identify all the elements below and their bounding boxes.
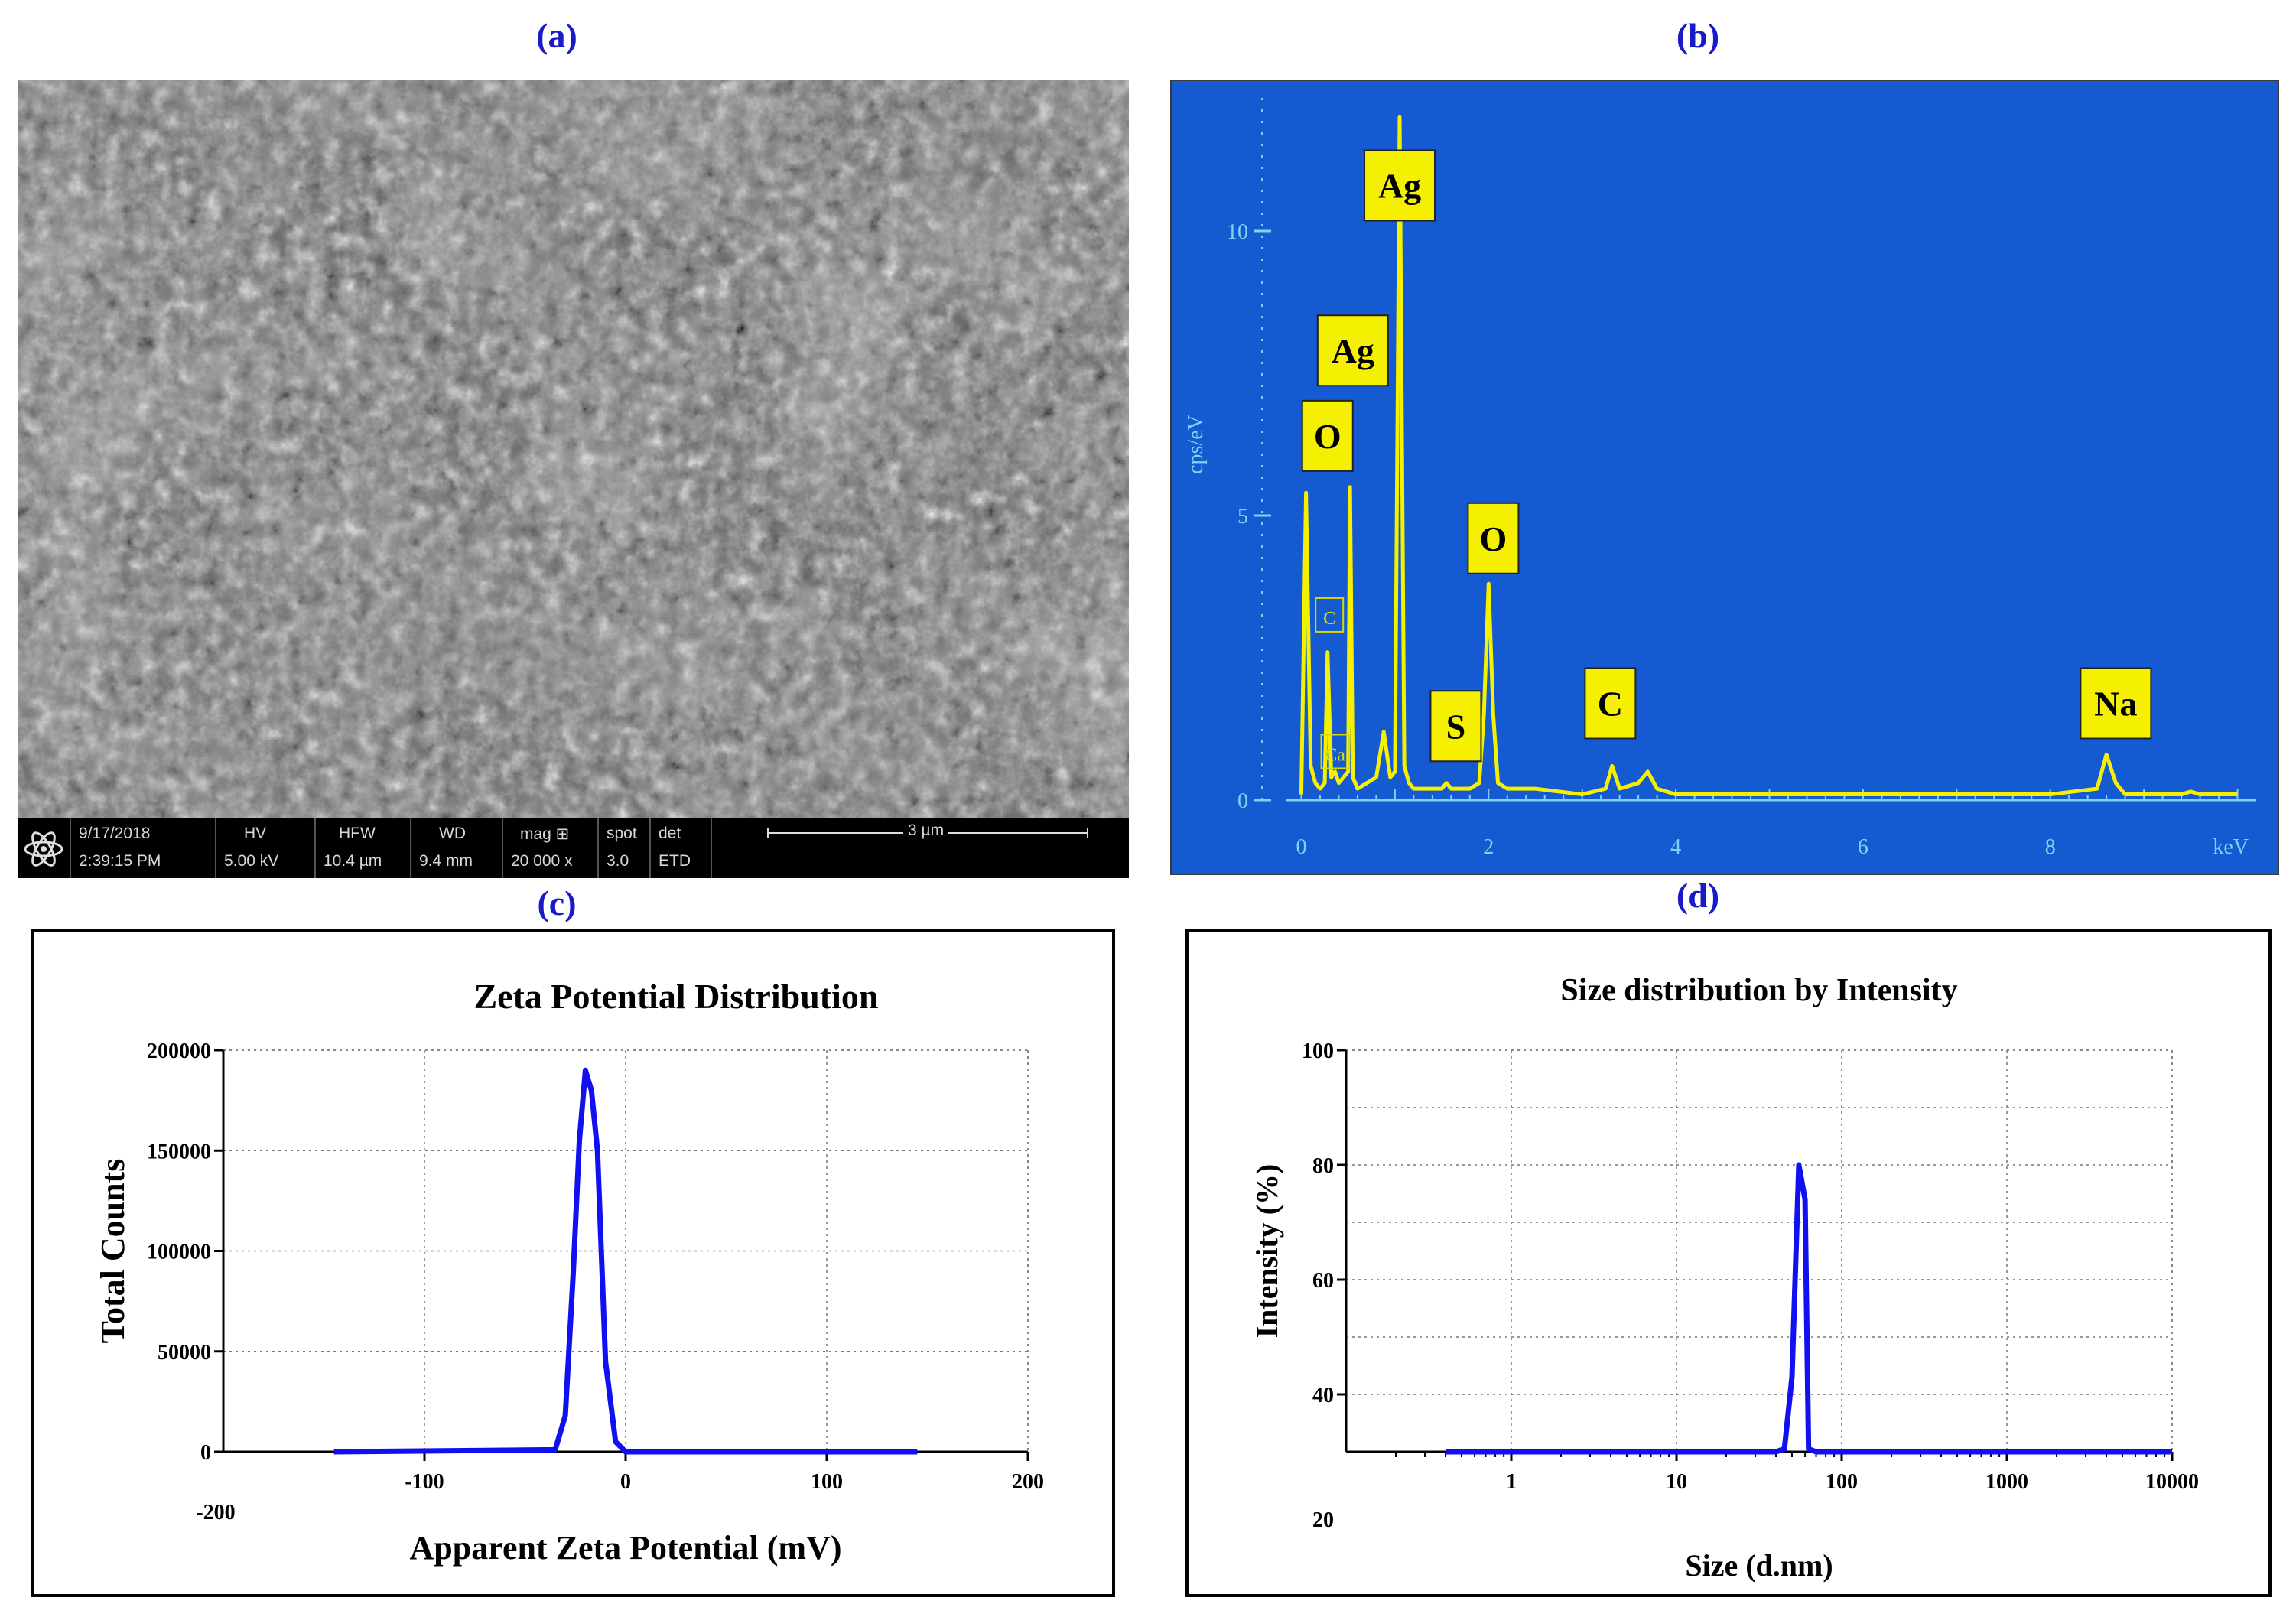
sem-hfw: HFW 10.4 µm bbox=[314, 818, 410, 878]
x-tick-label: -100 bbox=[405, 1470, 444, 1494]
x-tick-label: 0 bbox=[1296, 835, 1306, 859]
panel-label-b: (b) bbox=[1676, 16, 1720, 55]
sem-texture bbox=[18, 80, 1129, 878]
x-tick-label: 10 bbox=[1666, 1470, 1687, 1494]
peak-label: O bbox=[1314, 417, 1342, 456]
y-tick-label: 10 bbox=[1227, 220, 1248, 244]
sem-scalebar: 3 µm bbox=[711, 818, 1129, 878]
scale-label: 3 µm bbox=[903, 822, 949, 840]
x-tick-label: 100 bbox=[1826, 1470, 1858, 1494]
sem-mag: mag ⊞ 20 000 x bbox=[502, 818, 597, 878]
chart-title: Zeta Potential Distribution bbox=[474, 977, 879, 1016]
peak-label-box bbox=[1301, 399, 1354, 472]
y-tick-label: 150000 bbox=[147, 1140, 211, 1163]
peak-label: C bbox=[1598, 685, 1623, 724]
panel-label-c: (c) bbox=[537, 883, 577, 922]
x-tick-label: 0 bbox=[620, 1470, 631, 1494]
peak-label: S bbox=[1446, 707, 1466, 746]
peak-label: O bbox=[1480, 519, 1507, 558]
size-distribution-chart: Size distribution by Intensity 40 60 80 100 1… bbox=[1250, 973, 2199, 1583]
spectrum-line bbox=[1299, 115, 2238, 797]
y-tick-label-extra: 20 bbox=[1312, 1508, 1334, 1532]
chart-title: Size distribution by Intensity bbox=[1560, 973, 1957, 1008]
atom-icon bbox=[24, 831, 63, 867]
y-axis-label: Total Counts bbox=[94, 1159, 132, 1344]
minor-peak-label: Ca bbox=[1325, 745, 1345, 765]
y-tick-label: 100 bbox=[1302, 1040, 1334, 1063]
zeta-potential-chart: Zeta Potential Distribution 0 50000 100000 1… bbox=[94, 977, 1044, 1567]
peak-label-box bbox=[2080, 667, 2152, 740]
eds-spectrum-chart: 0 5 10 0 2 4 6 8 keV cps/eV Ag Ag O O S C Na C Ca bbox=[1172, 81, 2278, 874]
minor-peak-box bbox=[1320, 734, 1350, 769]
peak-label-box bbox=[1429, 690, 1482, 763]
x-axis-label: Apparent Zeta Potential (mV) bbox=[410, 1529, 842, 1567]
peak-label-box bbox=[1584, 667, 1637, 740]
sem-det: det ETD bbox=[649, 818, 711, 878]
y-tick-label: 80 bbox=[1312, 1154, 1334, 1178]
sem-logo bbox=[18, 818, 70, 878]
sem-hv: HV 5.00 kV bbox=[215, 818, 314, 878]
y-axis-label: cps/eV bbox=[1184, 415, 1208, 474]
plot-background bbox=[1172, 81, 2278, 874]
sem-wd: WD 9.4 mm bbox=[410, 818, 502, 878]
y-tick-label: 0 bbox=[200, 1441, 211, 1465]
panel-label-d: (d) bbox=[1676, 876, 1720, 915]
panel-label-a: (a) bbox=[536, 16, 577, 55]
x-tick-label: 1 bbox=[1506, 1470, 1517, 1494]
x-axis-label: Size (d.nm) bbox=[1685, 1548, 1833, 1583]
x-tick-label: 100 bbox=[811, 1470, 843, 1494]
sem-info-bar: 9/17/2018 2:39:15 PM HV 5.00 kV HFW 10.4… bbox=[18, 818, 1129, 878]
y-tick-label: 200000 bbox=[147, 1040, 211, 1063]
y-tick-label: 5 bbox=[1237, 505, 1248, 529]
y-tick-label: 100000 bbox=[147, 1241, 211, 1264]
sem-datetime: 9/17/2018 2:39:15 PM bbox=[70, 818, 215, 878]
peak-label: Ag bbox=[1378, 166, 1421, 205]
series-line bbox=[333, 1067, 918, 1455]
y-axis-label: Intensity (%) bbox=[1250, 1164, 1284, 1339]
minor-peak-label: C bbox=[1323, 609, 1335, 629]
peak-label-box bbox=[1364, 149, 1436, 222]
size-distribution-panel: Size distribution by Intensity 40 60 80 100 1… bbox=[1185, 929, 2272, 1597]
x-tick-label: 4 bbox=[1670, 835, 1681, 859]
minor-peak-box bbox=[1315, 597, 1345, 633]
x-tick-label: 2 bbox=[1483, 835, 1494, 859]
sem-micrograph bbox=[18, 80, 1129, 878]
x-tick-label: 8 bbox=[2045, 835, 2056, 859]
peak-label: Na bbox=[2094, 685, 2137, 724]
x-tick-label: 10000 bbox=[2145, 1470, 2199, 1494]
x-tick-label-extra: -200 bbox=[196, 1501, 235, 1524]
x-tick-label: 1000 bbox=[1985, 1470, 2028, 1494]
y-tick-label: 0 bbox=[1237, 789, 1248, 813]
y-tick-label: 60 bbox=[1312, 1269, 1334, 1293]
series-line bbox=[1446, 1162, 2172, 1455]
peak-label: Ag bbox=[1332, 331, 1374, 370]
eds-spectrum-panel: 0 5 10 0 2 4 6 8 keV cps/eV Ag Ag O O S C Na C Ca bbox=[1170, 80, 2279, 875]
x-tick-label: 200 bbox=[1012, 1470, 1044, 1494]
peak-label-box bbox=[1316, 314, 1389, 387]
zeta-potential-panel: Zeta Potential Distribution 0 50000 100000 1… bbox=[31, 929, 1115, 1597]
x-tick-label: 6 bbox=[1858, 835, 1868, 859]
x-axis-label: keV bbox=[2213, 835, 2249, 859]
y-tick-label: 40 bbox=[1312, 1384, 1334, 1407]
peak-label-box bbox=[1467, 502, 1520, 574]
sem-spot: spot 3.0 bbox=[597, 818, 649, 878]
y-tick-label: 50000 bbox=[158, 1341, 211, 1365]
